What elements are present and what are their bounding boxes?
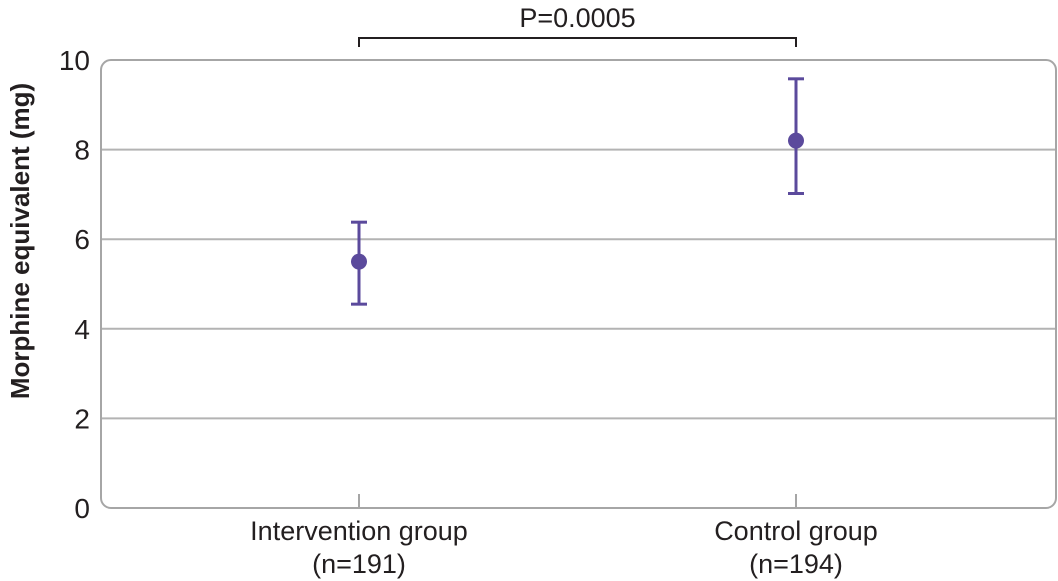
x-axis-ticks (358, 494, 797, 508)
y-tick-label: 4 (74, 314, 90, 345)
y-tick-label: 8 (74, 135, 90, 166)
data-points (351, 132, 804, 270)
y-tick-label: 2 (74, 403, 90, 434)
category-n-label: (n=194) (749, 549, 843, 579)
y-tick-label: 0 (74, 493, 90, 524)
significance-bracket-line (358, 37, 797, 47)
plot-frame (100, 59, 1057, 509)
data-point (351, 253, 367, 270)
category-label: Control group (714, 516, 878, 546)
y-tick-label: 6 (74, 224, 90, 255)
y-tick-label: 10 (59, 45, 90, 76)
y-axis-label: Morphine equivalent (mg) (5, 83, 35, 399)
category-labels: Intervention group(n=191) Control group(n… (250, 516, 878, 579)
significance-label: P=0.0005 (519, 3, 635, 33)
y-axis-tick-labels: 0 2 4 6 8 10 (59, 45, 90, 524)
category-label: Intervention group (250, 516, 468, 546)
data-point (788, 132, 804, 149)
significance-bracket: P=0.0005 (358, 3, 797, 47)
error-bars (351, 77, 804, 306)
category-n-label: (n=191) (312, 549, 406, 579)
gridlines (101, 148, 1056, 420)
